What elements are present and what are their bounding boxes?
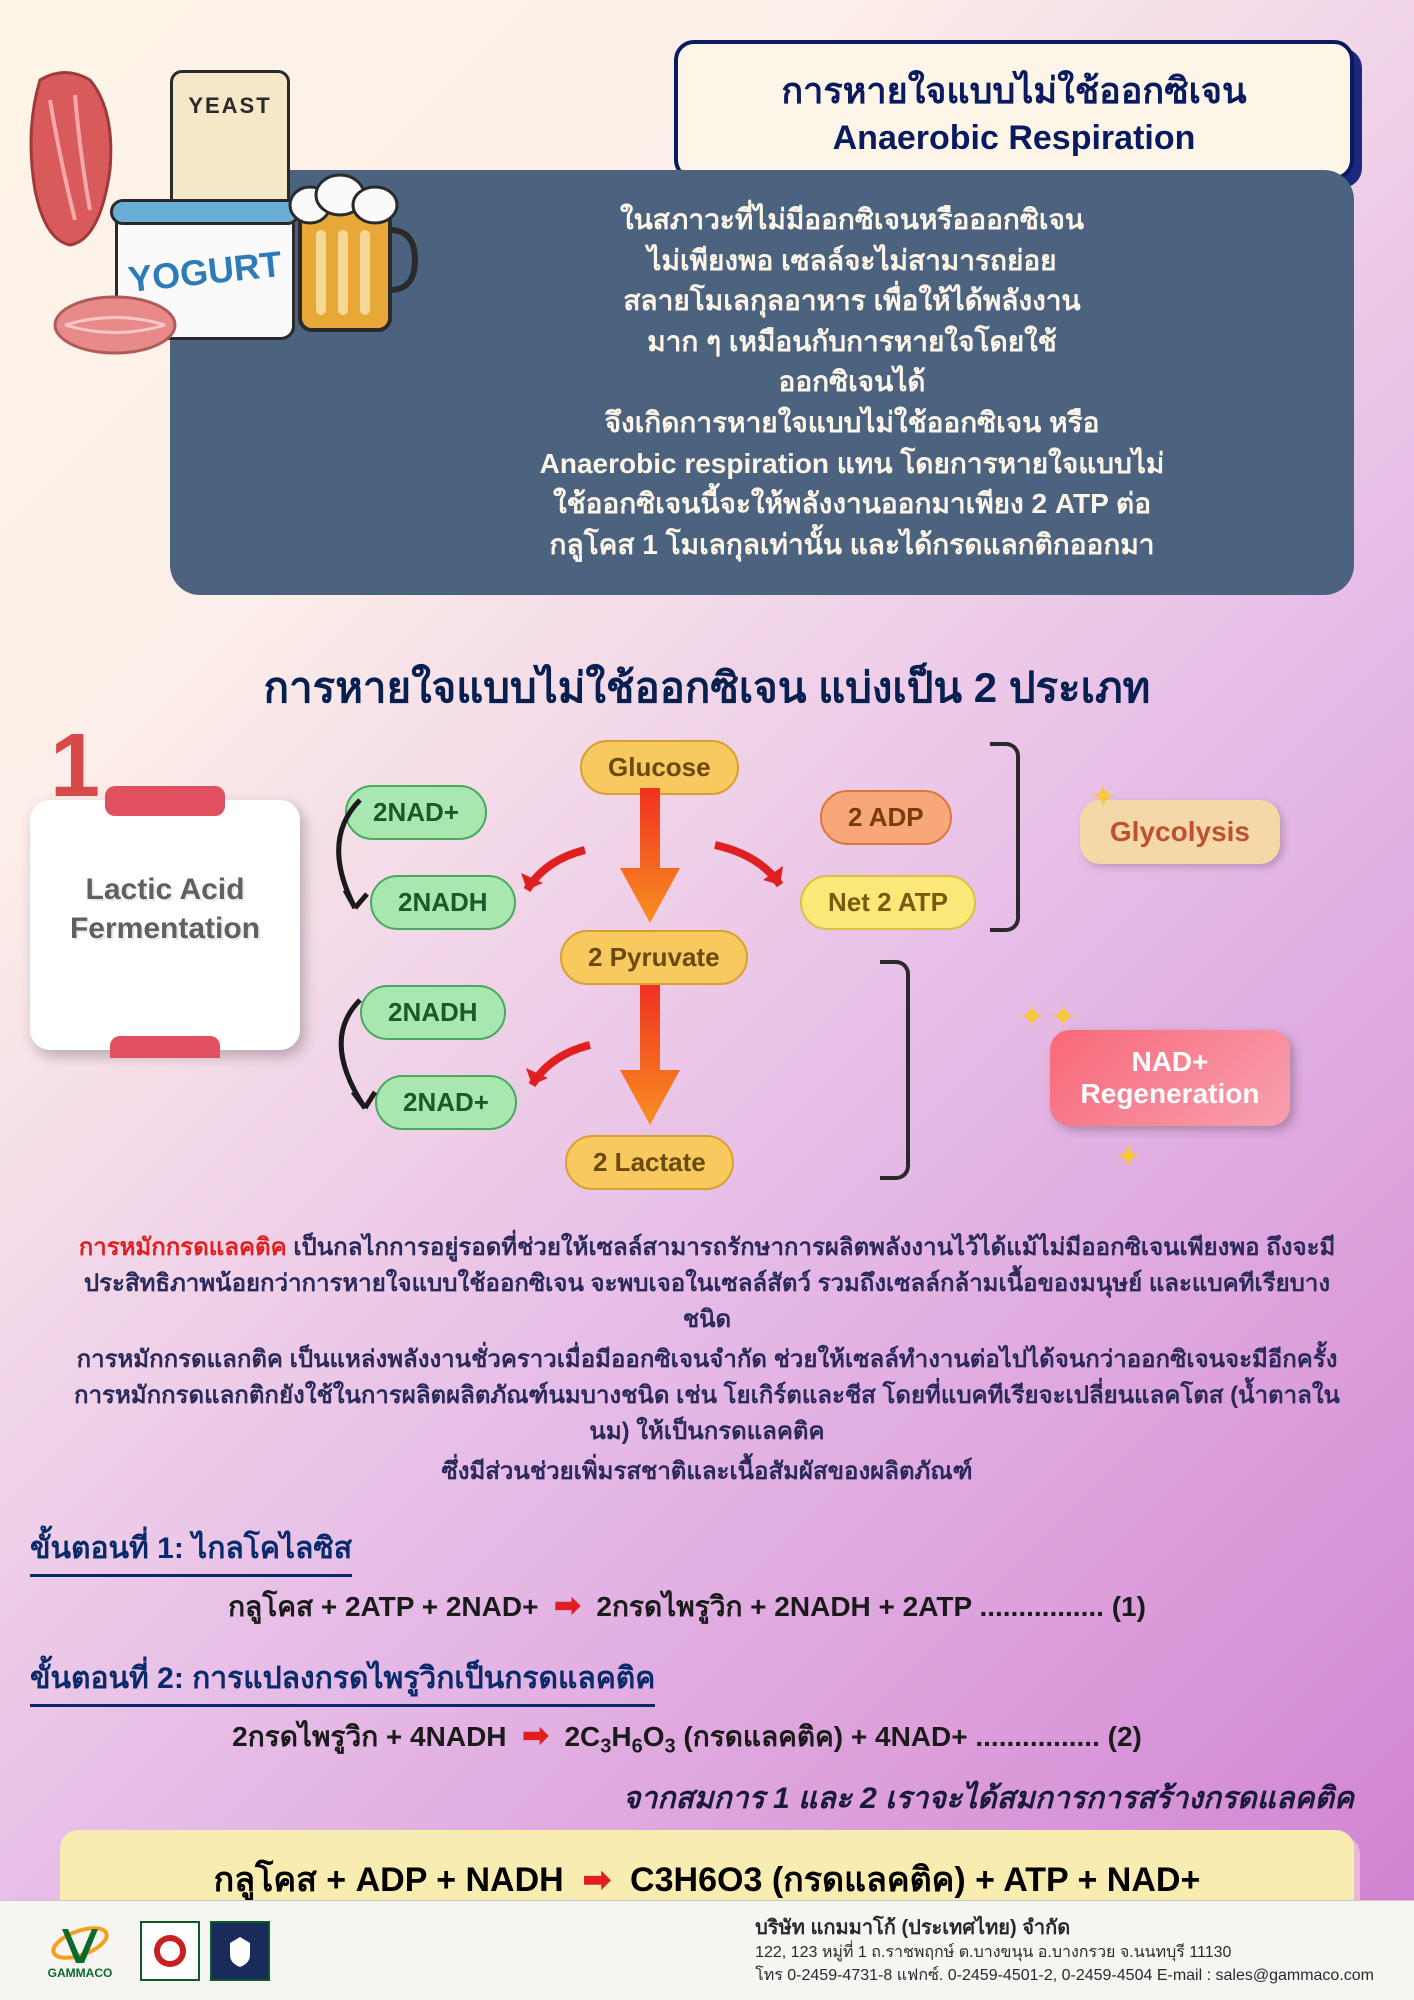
node-atp: Net 2 ATP (800, 875, 976, 930)
gammaco-logo-icon: GAMMACO (40, 1921, 120, 1981)
eq2-right-after: (กรดแลคติค) + 4NAD+ (676, 1721, 968, 1752)
muscle-fiber-icon (50, 290, 180, 360)
arrow-glucose-pyruvate-icon (615, 788, 685, 928)
body-p1: การหมักกรดแลคติค เป็นกลไกการอยู่รอดที่ช่… (60, 1230, 1354, 1338)
final-right-before: C (630, 1861, 655, 1899)
clipboard-clip-bottom (110, 1036, 220, 1058)
red-arrow-atp-icon (705, 840, 795, 900)
bracket-nadreg (880, 960, 910, 1180)
node-nad2: 2NAD+ (375, 1075, 517, 1130)
section-heading: การหายใจแบบไม่ใช้ออกซิเจน แบ่งเป็น 2 ประ… (0, 655, 1414, 721)
footer-contact: โทร 0-2459-4731-8 แฟกซ์. 0-2459-4501-2, … (755, 1965, 1374, 1987)
curve-nadh-nad-icon (315, 990, 395, 1120)
footer-company: บริษัท แกมมาโก้ (ประเทศไทย) จำกัด (755, 1914, 1374, 1942)
sub-6: 6 (632, 1736, 643, 1758)
footer: GAMMACO บริษัท แกมมาโก้ (ประเทศไทย) จำกั… (0, 1900, 1414, 2000)
title-box: การหายใจแบบไม่ใช้ออกซิเจน Anaerobic Resp… (674, 40, 1354, 180)
eq2-left: 2กรดไพรูวิก + 4NADH (232, 1721, 506, 1752)
node-glucose: Glucose (580, 740, 739, 795)
node-lactate: 2 Lactate (565, 1135, 734, 1190)
node-pyruvate: 2 Pyruvate (560, 930, 748, 985)
eq2-right-before: 2C (564, 1721, 600, 1752)
footer-text: บริษัท แกมมาโก้ (ประเทศไทย) จำกัด 122, 1… (755, 1914, 1374, 1987)
eq1-right: 2กรดไพรูวิก + 2NADH + 2ATP (596, 1591, 971, 1622)
phase-nadreg: NAD+ Regeneration (1050, 1030, 1290, 1126)
type-number-badge: 1 (50, 715, 100, 818)
title-thai: การหายใจแบบไม่ใช้ออกซิเจน (708, 62, 1320, 119)
body-p3: ซึ่งมีส่วนช่วยเพิ่มรสชาติและเนื้อสัมผัสข… (60, 1454, 1354, 1490)
final-left: กลูโคส + ADP + NADH (214, 1861, 564, 1899)
arrow-icon: ➡ (522, 1717, 549, 1753)
step1-heading: ขั้นตอนที่ 1: ไกลโคไลซิส (30, 1525, 352, 1577)
sub-3: 3 (600, 1736, 611, 1758)
clipboard-wrap: 1 Lactic Acid Fermentation (30, 740, 310, 1050)
eq2-tag: (2) (1108, 1721, 1142, 1752)
sub-3b: 3 (665, 1736, 676, 1758)
spark-icon: ✦ (1117, 1140, 1140, 1173)
bracket-glycolysis (990, 742, 1020, 932)
clipboard-clip-top (105, 786, 225, 816)
eq1-dots: ................ (979, 1591, 1103, 1622)
red-arrow-nadh1-icon (515, 845, 595, 905)
summary-line: จากสมการ 1 และ 2 เราจะได้สมการการสร้างกร… (0, 1775, 1354, 1822)
final-right-after: (กรดแลคติค) + ATP + NAD+ (762, 1861, 1200, 1899)
beer-mug-icon (280, 160, 420, 340)
arrow-icon: ➡ (554, 1587, 581, 1623)
yogurt-lid (110, 199, 300, 225)
arrow-icon: ➡ (583, 1861, 612, 1899)
arrow-pyruvate-lactate-icon (615, 985, 685, 1130)
logo-text: GAMMACO (48, 1966, 113, 1980)
spark-icon: ✦ ✦ (1020, 1000, 1075, 1033)
clipboard: Lactic Acid Fermentation (30, 800, 300, 1050)
yeast-label: YEAST (173, 93, 287, 119)
flow-chart: Glucose 2NAD+ 2 ADP 2NADH Net 2 ATP 2 Py… (320, 740, 1100, 1200)
clipboard-title: Lactic Acid Fermentation (30, 870, 300, 948)
eq1-left: กลูโคส + 2ATP + 2NAD+ (228, 1591, 538, 1622)
eq1-tag: (1) (1112, 1591, 1146, 1622)
cert-badge-1-icon (140, 1921, 200, 1981)
sub-6b: 6 (698, 1861, 717, 1899)
intro-text: ในสภาวะที่ไม่มีออกซิเจนหรือออกซิเจน ไม่เ… (540, 204, 1165, 560)
footer-address: 122, 123 หมู่ที่ 1 ถ.ราชพฤกษ์ ต.บางขนุน … (755, 1942, 1374, 1964)
spark-icon: ✦ (1092, 780, 1115, 813)
sub-3c: 3 (655, 1861, 674, 1899)
illustration-group: YEAST YOGURT (20, 60, 420, 370)
muscle-arm-icon (20, 70, 130, 250)
curve-nad-nadh-icon (315, 790, 395, 920)
step1-equation: กลูโคส + 2ATP + 2NAD+ ➡ 2กรดไพรูวิก + 2N… (0, 1585, 1374, 1629)
yeast-bag-icon: YEAST (170, 70, 290, 210)
cert-badge-2-icon (210, 1921, 270, 1981)
step2-equation: 2กรดไพรูวิก + 4NADH ➡ 2C3H6O3 (กรดแลคติค… (0, 1715, 1374, 1759)
red-arrow-nad2-icon (520, 1040, 600, 1100)
eq2-dots: ................ (975, 1721, 1099, 1752)
body-p2: การหมักกรดแลกติค เป็นแหล่งพลังงานชั่วครา… (60, 1342, 1354, 1450)
sub-3d: 3 (743, 1861, 762, 1899)
body-p1-highlight: การหมักกรดแลคติค (79, 1234, 287, 1261)
title-english: Anaerobic Respiration (708, 119, 1320, 158)
step2-heading: ขั้นตอนที่ 2: การแปลงกรดไพรูวิกเป็นกรดแล… (30, 1655, 655, 1707)
node-adp: 2 ADP (820, 790, 952, 845)
body-text: การหมักกรดแลคติค เป็นกลไกการอยู่รอดที่ช่… (60, 1230, 1354, 1490)
